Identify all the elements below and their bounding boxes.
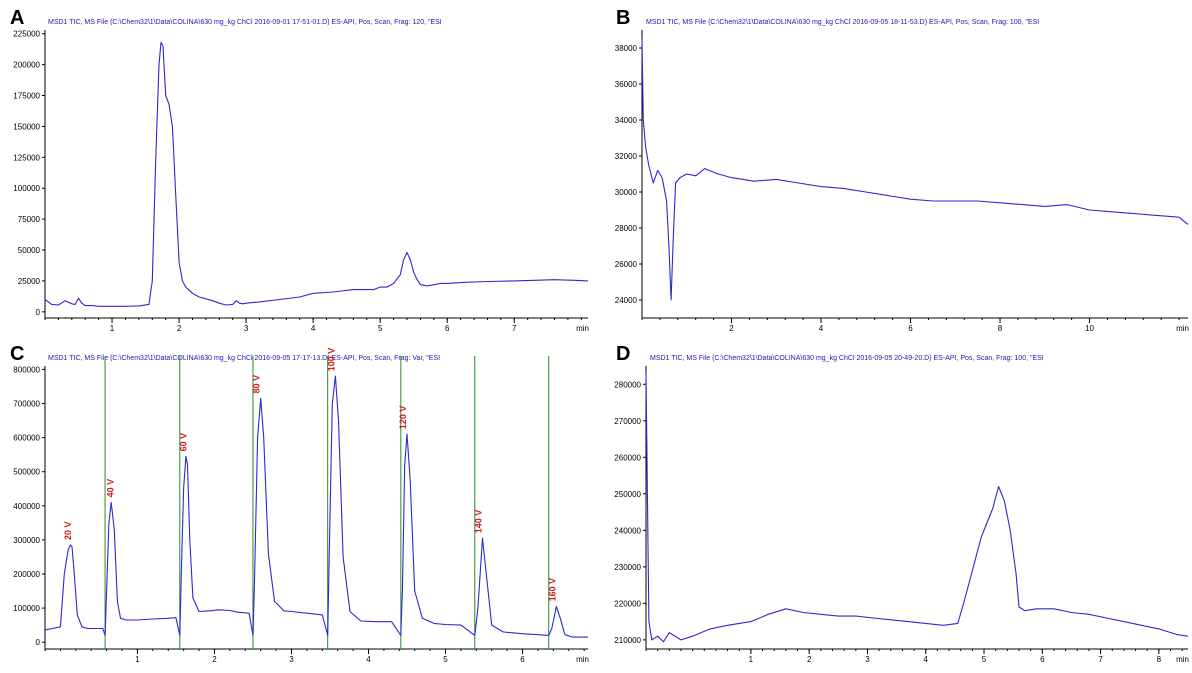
tic-trace-line <box>641 38 1189 301</box>
panel-letter: D <box>616 343 630 365</box>
peak-voltage-label: 80 V <box>252 375 262 394</box>
panel-letter: B <box>616 7 630 29</box>
y-tick-label: 270000 <box>614 417 641 426</box>
peak-voltage-label: 20 V <box>63 521 73 540</box>
x-tick-label: 4 <box>366 655 371 664</box>
x-tick-label: 2 <box>212 655 217 664</box>
panel-letter: C <box>10 343 24 365</box>
y-tick-label: 100000 <box>13 604 40 613</box>
y-tick-label: 300000 <box>13 536 40 545</box>
chart-svg-a: A MSD1 TIC, MS File (C:\Chem32\1\Data\COL… <box>10 7 589 333</box>
chromatogram-panel-d: D MSD1 TIC, MS File (C:\Chem32\1\Data\COL… <box>596 336 1192 673</box>
y-tick-label: 28000 <box>615 224 638 233</box>
y-tick-label: 200000 <box>13 61 40 70</box>
y-tick-label: 32000 <box>615 152 638 161</box>
y-tick-label: 150000 <box>13 122 40 131</box>
y-tick-label: 260000 <box>614 453 641 462</box>
chart-svg-d: D MSD1 TIC, MS File (C:\Chem32\1\Data\COL… <box>614 343 1189 664</box>
tic-trace-line <box>645 373 1189 643</box>
y-tick-label: 125000 <box>13 153 40 162</box>
panel-letter: A <box>10 7 24 29</box>
x-tick-label: 1 <box>110 324 115 333</box>
x-tick-label: 1 <box>135 655 140 664</box>
x-tick-label: 3 <box>244 324 249 333</box>
x-axis-unit-label: min <box>576 655 589 664</box>
y-tick-label: 75000 <box>18 215 41 224</box>
chromatogram-header: MSD1 TIC, MS File (C:\Chem32\1\Data\COLI… <box>646 19 1039 26</box>
x-axis-unit-label: min <box>576 324 589 333</box>
x-tick-label: 4 <box>924 655 929 664</box>
y-tick-label: 100000 <box>13 184 40 193</box>
x-tick-label: 2 <box>177 324 182 333</box>
tic-trace-line <box>44 41 589 307</box>
x-tick-label: 5 <box>443 655 448 664</box>
x-tick-label: 4 <box>819 324 824 333</box>
x-axis-unit-label: min <box>1176 655 1189 664</box>
y-tick-label: 24000 <box>615 296 638 305</box>
x-tick-label: 1 <box>749 655 754 664</box>
peak-voltage-label: 160 V <box>547 578 557 602</box>
y-tick-label: 280000 <box>614 380 641 389</box>
x-tick-label: 4 <box>311 324 316 333</box>
y-tick-label: 200000 <box>13 570 40 579</box>
x-tick-label: 7 <box>512 324 517 333</box>
x-tick-label: 2 <box>729 324 734 333</box>
y-tick-label: 36000 <box>615 80 638 89</box>
y-tick-label: 50000 <box>18 246 41 255</box>
chromatogram-header: MSD1 TIC, MS File (C:\Chem32\1\Data\COLI… <box>650 355 1044 362</box>
y-tick-label: 26000 <box>615 260 638 269</box>
peak-voltage-label: 100 V <box>326 348 336 372</box>
x-tick-label: 10 <box>1085 324 1094 333</box>
y-tick-label: 0 <box>36 638 41 647</box>
y-tick-label: 240000 <box>614 526 641 535</box>
chromatogram-panel-c: C MSD1 TIC, MS File (C:\Chem32\1\Data\COL… <box>0 336 596 673</box>
x-tick-label: 8 <box>998 324 1003 333</box>
y-tick-label: 250000 <box>614 490 641 499</box>
peak-voltage-label: 40 V <box>105 479 115 498</box>
x-tick-label: 3 <box>865 655 870 664</box>
y-tick-label: 25000 <box>18 277 41 286</box>
x-tick-label: 8 <box>1157 655 1162 664</box>
y-tick-label: 220000 <box>614 599 641 608</box>
chart-svg-b: B MSD1 TIC, MS File (C:\Chem32\1\Data\COL… <box>615 7 1189 333</box>
x-axis-unit-label: min <box>1176 324 1189 333</box>
x-tick-label: 6 <box>1040 655 1045 664</box>
chromatogram-header: MSD1 TIC, MS File (C:\Chem32\1\Data\COLI… <box>48 355 440 362</box>
x-tick-label: 6 <box>445 324 450 333</box>
y-tick-label: 700000 <box>13 400 40 409</box>
y-tick-label: 500000 <box>13 468 40 477</box>
chart-svg-c: C MSD1 TIC, MS File (C:\Chem32\1\Data\COL… <box>10 343 589 664</box>
chromatogram-panel-b: B MSD1 TIC, MS File (C:\Chem32\1\Data\COL… <box>596 0 1192 336</box>
y-tick-label: 800000 <box>13 365 40 374</box>
x-tick-label: 6 <box>520 655 525 664</box>
y-tick-label: 0 <box>36 308 41 317</box>
x-tick-label: 2 <box>807 655 812 664</box>
y-tick-label: 34000 <box>615 116 638 125</box>
y-tick-label: 30000 <box>615 188 638 197</box>
x-tick-label: 7 <box>1098 655 1103 664</box>
y-tick-label: 230000 <box>614 563 641 572</box>
tic-trace-line <box>44 375 588 638</box>
y-tick-label: 210000 <box>614 636 641 645</box>
y-tick-label: 175000 <box>13 92 40 101</box>
peak-voltage-label: 120 V <box>398 406 408 430</box>
peak-voltage-label: 140 V <box>473 510 483 534</box>
x-tick-label: 5 <box>378 324 383 333</box>
x-tick-label: 5 <box>982 655 987 664</box>
y-tick-label: 400000 <box>13 502 40 511</box>
x-tick-label: 3 <box>289 655 294 664</box>
chromatogram-panel-a: A MSD1 TIC, MS File (C:\Chem32\1\Data\COL… <box>0 0 596 336</box>
y-tick-label: 225000 <box>13 30 40 39</box>
chromatogram-header: MSD1 TIC, MS File (C:\Chem32\1\Data\COLI… <box>48 19 442 26</box>
y-tick-label: 38000 <box>615 44 638 53</box>
y-tick-label: 600000 <box>13 434 40 443</box>
peak-voltage-label: 60 V <box>178 433 188 452</box>
x-tick-label: 6 <box>908 324 913 333</box>
